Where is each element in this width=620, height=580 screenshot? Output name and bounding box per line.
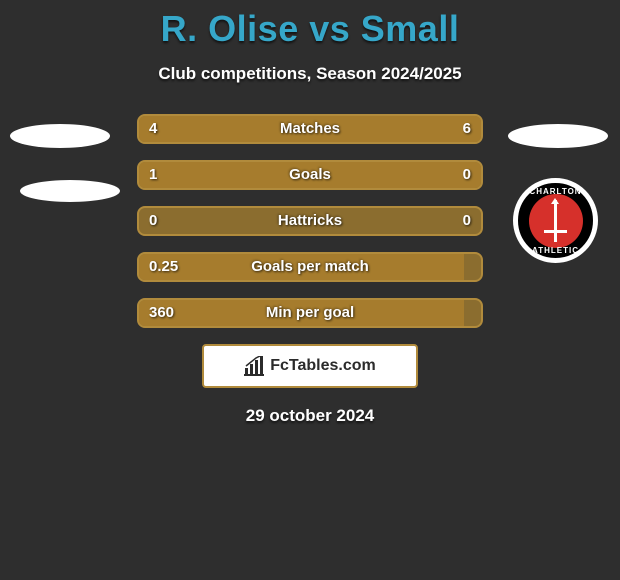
brand-box: FcTables.com — [202, 344, 418, 388]
stat-bar-right — [396, 162, 482, 188]
stat-bar-left — [139, 116, 276, 142]
stat-row: 0 0Hattricks — [137, 206, 483, 236]
chart-icon — [244, 356, 266, 376]
stat-bar-left — [139, 254, 464, 280]
sword-icon — [554, 200, 557, 242]
badge-text-bottom: ATHLETIC — [532, 246, 579, 255]
stat-label: Hattricks — [139, 208, 481, 234]
comparison-subtitle: Club competitions, Season 2024/2025 — [0, 64, 620, 84]
left-team-logo-top — [10, 124, 110, 148]
left-team-logo-bottom — [20, 180, 120, 202]
right-team-logo-top — [508, 124, 608, 148]
comparison-date: 29 october 2024 — [0, 406, 620, 426]
stat-value-right: 0 — [463, 208, 471, 234]
stat-row: 10Goals — [137, 160, 483, 190]
badge-inner-circle — [529, 194, 583, 248]
stat-row: 360Min per goal — [137, 298, 483, 328]
comparison-title: R. Olise vs Small — [0, 0, 620, 50]
stat-row: 0.25Goals per match — [137, 252, 483, 282]
stat-row: 46Matches — [137, 114, 483, 144]
stat-value-left: 0 — [149, 208, 157, 234]
brand-text: FcTables.com — [270, 357, 376, 375]
stat-bar-left — [139, 162, 396, 188]
right-team-badge: CHARLTON ATHLETIC — [513, 178, 598, 263]
stat-bar-right — [276, 116, 481, 142]
stat-bar-left — [139, 300, 464, 326]
